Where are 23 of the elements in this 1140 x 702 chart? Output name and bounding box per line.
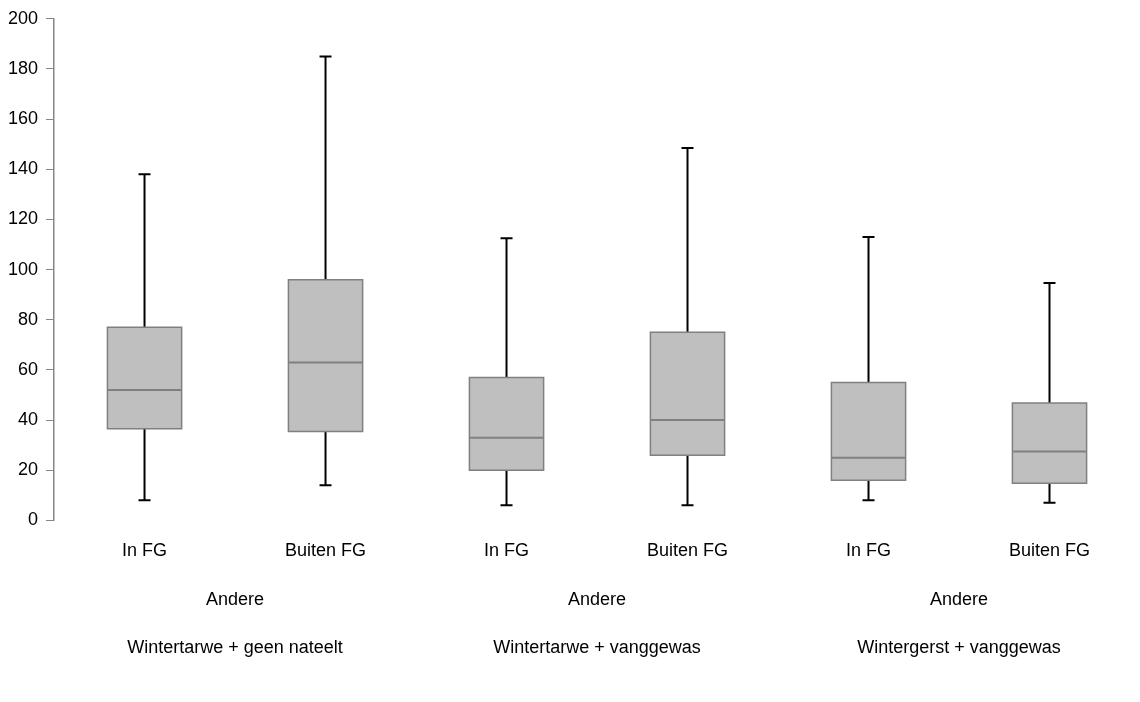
x-tick-label: Buiten FG	[285, 540, 367, 561]
y-tick-label: 60	[18, 358, 39, 379]
y-tick-label: 0	[28, 509, 39, 530]
text: Andere	[929, 589, 989, 610]
x-tick-label: Buiten FG	[1008, 540, 1091, 561]
y-tick-label: 100	[7, 258, 39, 279]
y-tick-label: 120	[7, 208, 39, 229]
x-tick-label: In FG	[122, 540, 168, 561]
y-tick-label: 140	[7, 158, 39, 179]
x-tick-label: In FG	[846, 540, 892, 561]
y-tick-label: 80	[18, 308, 39, 329]
text: Andere	[567, 589, 627, 610]
y-tick-label: 200	[7, 7, 39, 28]
y-tick-label: 40	[18, 409, 39, 430]
y-tick-label: 160	[7, 108, 39, 129]
text: Andere	[206, 589, 265, 610]
x-tick-label: Buiten FG	[646, 540, 729, 561]
text: Wintertarwe + vanggewas	[493, 637, 701, 658]
y-tick-label: 180	[7, 57, 39, 78]
x-tick-label: In FG	[484, 540, 530, 561]
y-tick-label: 20	[18, 459, 39, 480]
text: Wintertarwe + geen nateelt	[127, 637, 343, 658]
text: Wintergerst + vanggewas	[857, 637, 1061, 658]
